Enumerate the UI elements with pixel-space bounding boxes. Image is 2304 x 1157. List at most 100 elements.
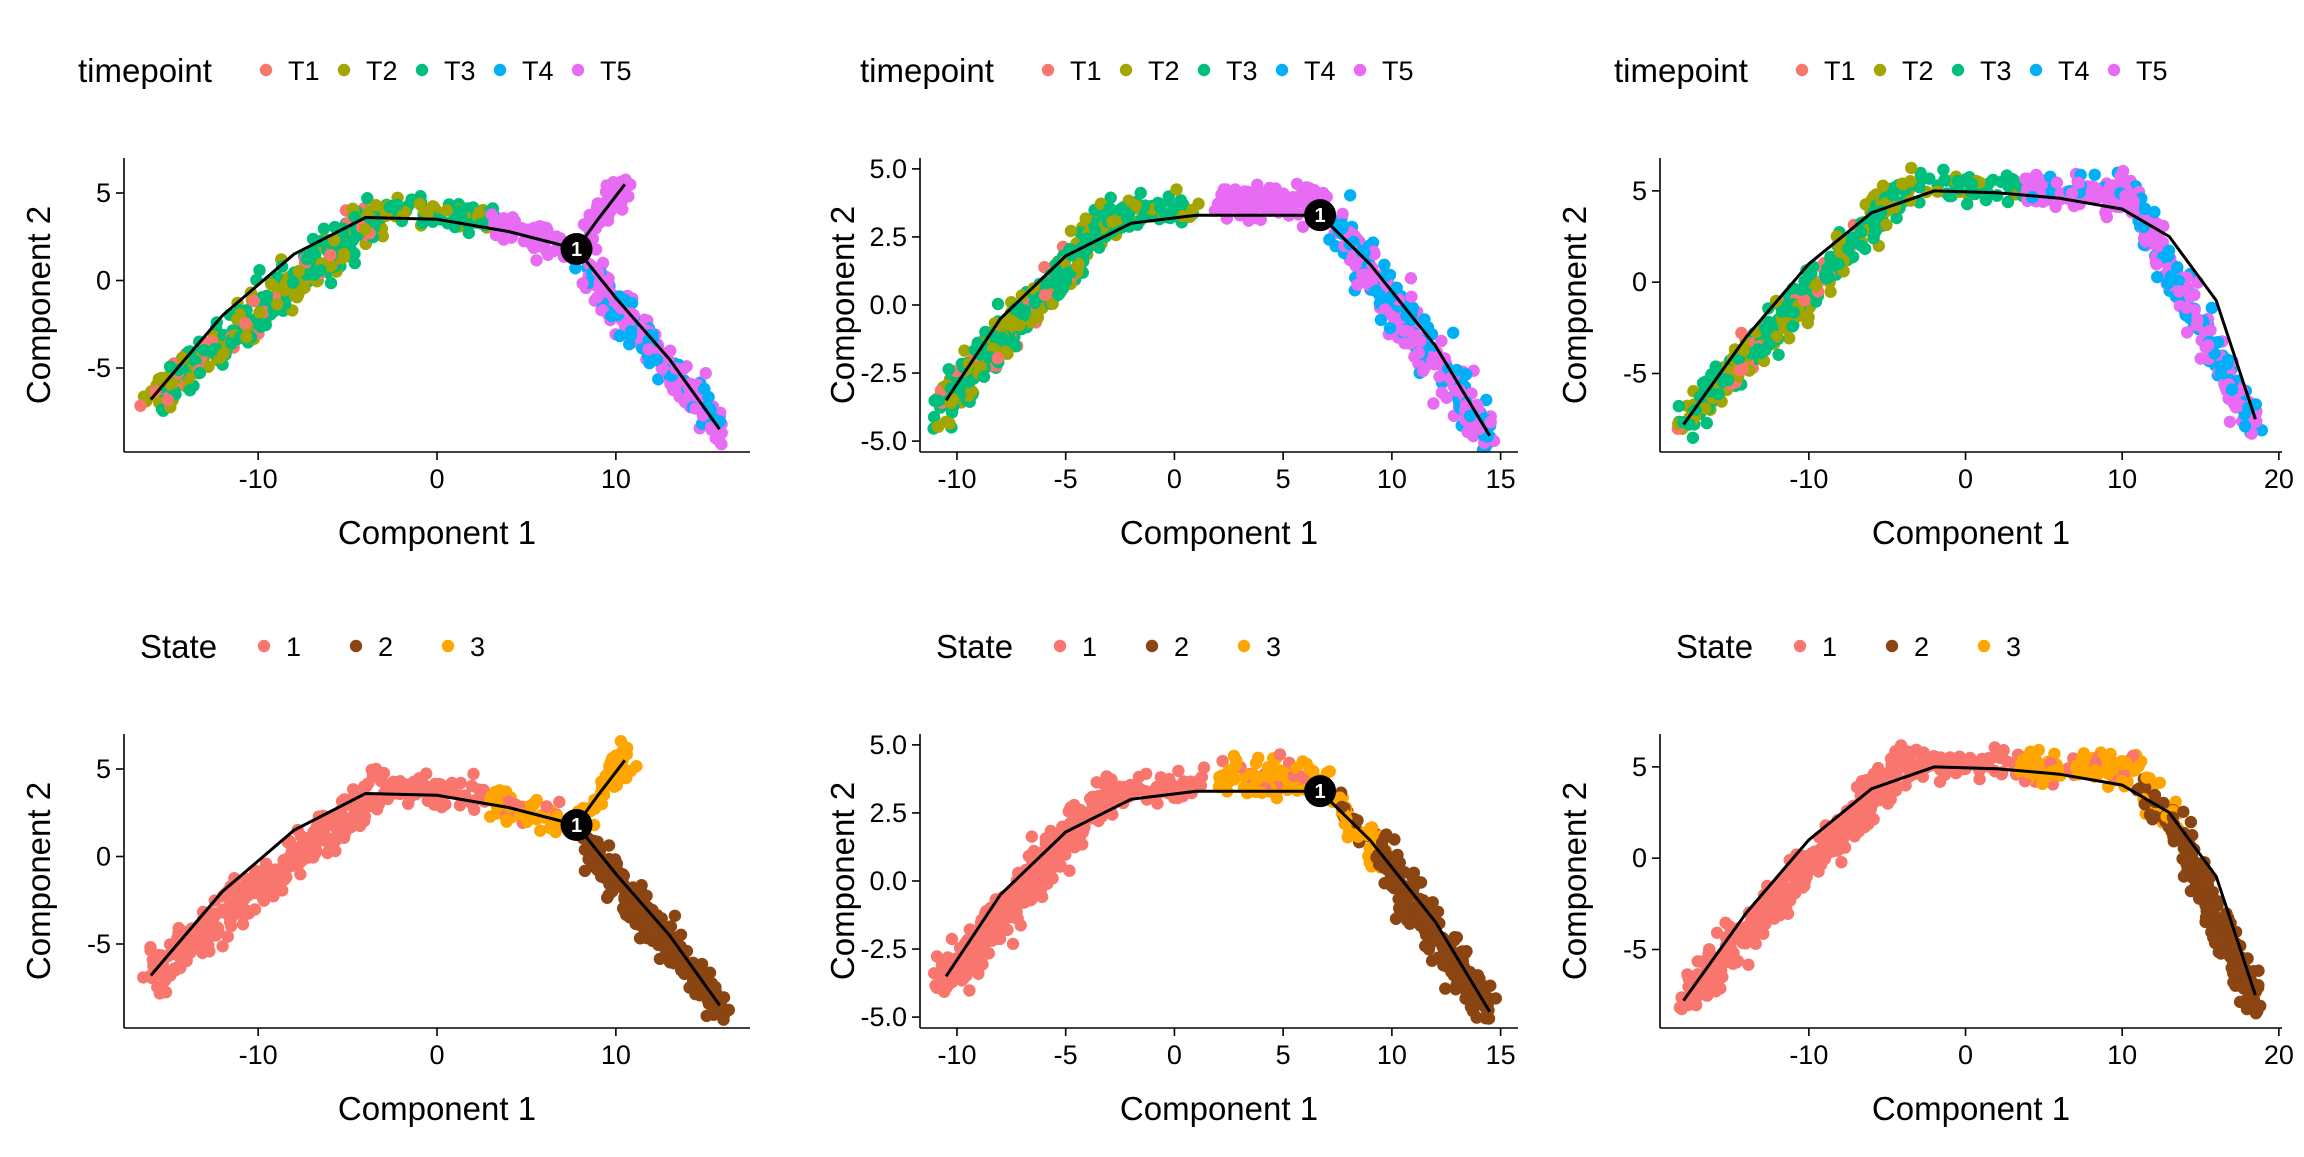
data-point — [967, 954, 979, 966]
data-point — [1701, 417, 1713, 429]
data-point — [2227, 976, 2239, 988]
data-point — [1832, 258, 1844, 270]
data-point — [1961, 198, 1973, 210]
data-point — [1722, 374, 1734, 386]
data-point — [1192, 198, 1204, 210]
data-point — [1378, 259, 1390, 271]
data-point — [2184, 291, 2196, 303]
data-point — [1015, 919, 1027, 931]
y-tick-label: -2.5 — [860, 358, 907, 388]
data-point — [553, 796, 565, 808]
legend-key — [1054, 640, 1066, 652]
data-point — [2200, 911, 2212, 923]
data-point — [1404, 337, 1416, 349]
data-point — [534, 220, 546, 232]
data-point — [2066, 187, 2078, 199]
data-point — [216, 940, 228, 952]
legend-key — [1952, 64, 1964, 76]
scatter-points — [137, 735, 735, 1026]
y-axis-title: Component 2 — [824, 206, 861, 404]
data-point — [484, 810, 496, 822]
legend-key — [416, 64, 428, 76]
data-point — [689, 980, 701, 992]
data-point — [1736, 363, 1748, 375]
data-point — [293, 265, 305, 277]
data-point — [932, 395, 944, 407]
data-point — [252, 887, 264, 899]
legend-label: T3 — [1226, 56, 1258, 86]
x-tick-label: 0 — [1958, 464, 1973, 494]
x-tick-label: 10 — [2107, 464, 2137, 494]
data-point — [642, 343, 654, 355]
data-point — [1973, 773, 1985, 785]
legend-label: T2 — [1148, 56, 1180, 86]
x-tick-label: 0 — [1167, 464, 1182, 494]
data-point — [946, 933, 958, 945]
data-point — [370, 763, 382, 775]
legend-label: T5 — [2136, 56, 2168, 86]
data-point — [1715, 964, 1727, 976]
x-tick-label: 15 — [1486, 464, 1516, 494]
branch-point-label: 1 — [1315, 205, 1326, 227]
data-point — [2148, 206, 2160, 218]
data-point — [2162, 250, 2174, 262]
legend-label: 3 — [1266, 632, 1281, 662]
y-tick-label: 5 — [1632, 176, 1647, 206]
data-point — [2165, 270, 2177, 282]
data-point — [1788, 306, 1800, 318]
trajectory-line — [1684, 191, 2256, 425]
legend-label: T1 — [288, 56, 320, 86]
data-point — [1719, 917, 1731, 929]
data-point — [1167, 779, 1179, 791]
data-point — [1301, 758, 1313, 770]
data-point — [1742, 959, 1754, 971]
data-point — [422, 207, 434, 219]
x-tick-label: -10 — [1789, 464, 1828, 494]
data-point — [1175, 194, 1187, 206]
legend-key — [338, 64, 350, 76]
data-point — [1256, 787, 1268, 799]
data-point — [625, 325, 637, 337]
data-point — [301, 253, 313, 265]
data-point — [1827, 845, 1839, 857]
y-tick-label: 5 — [96, 754, 111, 784]
data-point — [228, 893, 240, 905]
legend-label: T2 — [366, 56, 398, 86]
data-point — [1375, 314, 1387, 326]
legend-label: 1 — [1082, 632, 1097, 662]
data-point — [2191, 313, 2203, 325]
data-point — [241, 906, 253, 918]
data-point — [1824, 286, 1836, 298]
data-point — [1343, 826, 1355, 838]
data-point — [463, 227, 475, 239]
data-point — [1080, 212, 1092, 224]
data-point — [978, 371, 990, 383]
data-point — [253, 306, 265, 318]
data-point — [184, 939, 196, 951]
data-point — [1712, 388, 1724, 400]
data-point — [2101, 211, 2113, 223]
data-point — [1103, 794, 1115, 806]
data-point — [1673, 400, 1685, 412]
data-point — [1406, 871, 1418, 883]
legend-key — [494, 64, 506, 76]
data-point — [260, 859, 272, 871]
x-axis-title: Component 1 — [338, 1090, 536, 1127]
data-point — [162, 394, 174, 406]
data-point — [1752, 343, 1764, 355]
legend-key — [1276, 64, 1288, 76]
data-point — [1756, 905, 1768, 917]
y-tick-label: 5.0 — [869, 154, 907, 184]
x-tick-label: -10 — [239, 464, 278, 494]
data-point — [1862, 818, 1874, 830]
data-point — [1485, 416, 1497, 428]
data-point — [1732, 955, 1744, 967]
legend-label: T3 — [1980, 56, 2012, 86]
data-point — [1472, 969, 1484, 981]
data-point — [710, 432, 722, 444]
scatter-points — [927, 178, 1500, 456]
data-point — [2070, 761, 2082, 773]
